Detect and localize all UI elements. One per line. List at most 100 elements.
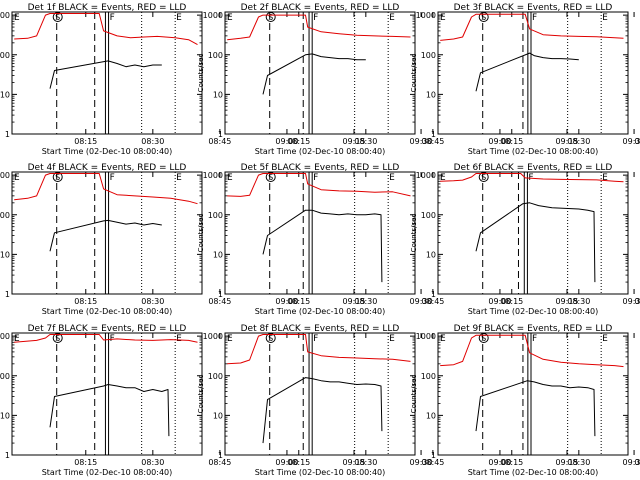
marker-f: F: [110, 13, 115, 23]
y-axis-label: Counts/sec: [410, 214, 418, 253]
marker-s-ring: [265, 333, 276, 343]
x-tick-label: 09:00: [488, 297, 511, 306]
x-tick-label: 08:15: [500, 137, 523, 146]
detector-panel-5: Det 5f BLACK = Events, RED = LLD Counts/s…: [197, 163, 640, 316]
y-tick-label: 1: [218, 290, 223, 299]
x-axis-label: Start Time (02-Dec-10 08:00:40): [42, 307, 173, 316]
lld-series-line: [440, 13, 624, 41]
y-tick-label: 1: [5, 451, 10, 460]
lld-series-line: [227, 14, 411, 41]
events-series-line: [49, 384, 170, 437]
lld-series-line: [227, 173, 411, 197]
x-tick-label: 09:30: [410, 137, 433, 146]
y-tick-label: 1000: [416, 332, 436, 341]
marker-e: E: [227, 173, 233, 183]
events-series-line: [475, 52, 579, 92]
panel-title: Det 5f BLACK = Events, RED = LLD: [241, 163, 400, 173]
events-series-line: [262, 209, 383, 283]
lld-series-line: [440, 173, 624, 183]
y-tick-label: 100: [421, 211, 436, 220]
x-tick-label: 08:45: [421, 297, 444, 306]
x-tick-label: 09:15: [555, 458, 578, 467]
x-axis-label: Start Time (02-Dec-10 08:00:40): [468, 147, 599, 156]
lld-series-line: [14, 13, 198, 46]
y-axis-label: Counts/sec: [410, 54, 418, 93]
y-tick-label: 1000: [203, 11, 223, 20]
plot-frame: [437, 11, 629, 135]
x-tick-label: 08:15: [74, 137, 97, 146]
y-tick-label: 100: [208, 372, 223, 381]
y-tick-label: 10: [213, 250, 223, 259]
y-tick-label: 10: [0, 411, 10, 420]
marker-e-end: E: [176, 173, 182, 183]
x-tick-label: 08:45: [634, 458, 640, 467]
panel-title: Det 9f BLACK = Events, RED = LLD: [454, 324, 613, 334]
x-tick-label: 08:30: [354, 137, 377, 146]
y-tick-label: 1: [218, 451, 223, 460]
detector-panel-4: Det 4f BLACK = Events, RED = LLD Counts/s…: [0, 163, 433, 316]
y-tick-label: 10: [0, 250, 10, 259]
x-tick-label: 08:45: [634, 137, 640, 146]
y-tick-label: 100: [0, 51, 10, 60]
x-tick-label: 08:15: [500, 458, 523, 467]
marker-s: S: [55, 334, 60, 343]
y-tick-label: 1000: [0, 11, 10, 20]
y-tick-label: 1000: [0, 332, 10, 341]
x-tick-label: 09:15: [555, 297, 578, 306]
y-tick-label: 1000: [416, 171, 436, 180]
x-tick-label: 08:45: [421, 458, 444, 467]
x-tick-label: 08:45: [208, 137, 231, 146]
y-tick-label: 1000: [203, 332, 223, 341]
plot-frame: [437, 171, 629, 295]
plot-frame: [11, 332, 203, 456]
marker-e-end: E: [602, 13, 608, 23]
y-tick-label: 100: [208, 211, 223, 220]
x-tick-label: 08:30: [354, 458, 377, 467]
panel-title: Det 2f BLACK = Events, RED = LLD: [241, 3, 400, 13]
y-tick-label: 100: [421, 372, 436, 381]
x-axis-label: Start Time (02-Dec-10 08:00:40): [255, 468, 386, 477]
marker-e-end: E: [176, 334, 182, 344]
marker-s: S: [268, 173, 273, 182]
x-tick-label: 08:45: [421, 137, 444, 146]
marker-e-end: E: [389, 334, 395, 344]
y-tick-label: 1: [431, 451, 436, 460]
y-tick-label: 1: [431, 130, 436, 139]
x-tick-label: 09:30: [623, 297, 640, 306]
x-axis-label: Start Time (02-Dec-10 08:00:40): [42, 147, 173, 156]
x-tick-label: 09:30: [623, 458, 640, 467]
lld-series-line: [440, 334, 624, 368]
marker-f: F: [313, 173, 318, 183]
y-tick-label: 10: [213, 90, 223, 99]
x-axis-label: Start Time (02-Dec-10 08:00:40): [255, 147, 386, 156]
plot-frame: [11, 171, 203, 295]
x-tick-label: 09:00: [275, 458, 298, 467]
marker-s-ring: [478, 333, 489, 343]
y-tick-label: 100: [208, 51, 223, 60]
marker-e: E: [227, 334, 233, 344]
marker-s: S: [55, 13, 60, 22]
y-tick-label: 1: [5, 290, 10, 299]
x-tick-label: 08:15: [287, 137, 310, 146]
y-tick-label: 100: [421, 51, 436, 60]
plot-frame: [224, 11, 416, 135]
x-axis-label: Start Time (02-Dec-10 08:00:40): [255, 307, 386, 316]
marker-e-end: E: [602, 173, 608, 183]
y-tick-label: 10: [426, 411, 436, 420]
marker-s-ring: [265, 12, 276, 22]
y-tick-label: 1: [431, 290, 436, 299]
panel-title: Det 8f BLACK = Events, RED = LLD: [241, 324, 400, 334]
panel-title: Det 6f BLACK = Events, RED = LLD: [454, 163, 613, 173]
events-series-line: [49, 60, 162, 89]
marker-s: S: [481, 13, 486, 22]
marker-e: E: [440, 13, 446, 23]
marker-s: S: [55, 173, 60, 182]
events-series-line: [49, 219, 162, 252]
marker-f: F: [313, 334, 318, 344]
plot-frame: [437, 332, 629, 456]
marker-s: S: [268, 334, 273, 343]
x-tick-label: 09:15: [342, 297, 365, 306]
detector-panel-9: Det 9f BLACK = Events, RED = LLD Counts/s…: [410, 324, 640, 477]
y-tick-label: 100: [0, 372, 10, 381]
x-tick-label: 09:00: [488, 458, 511, 467]
